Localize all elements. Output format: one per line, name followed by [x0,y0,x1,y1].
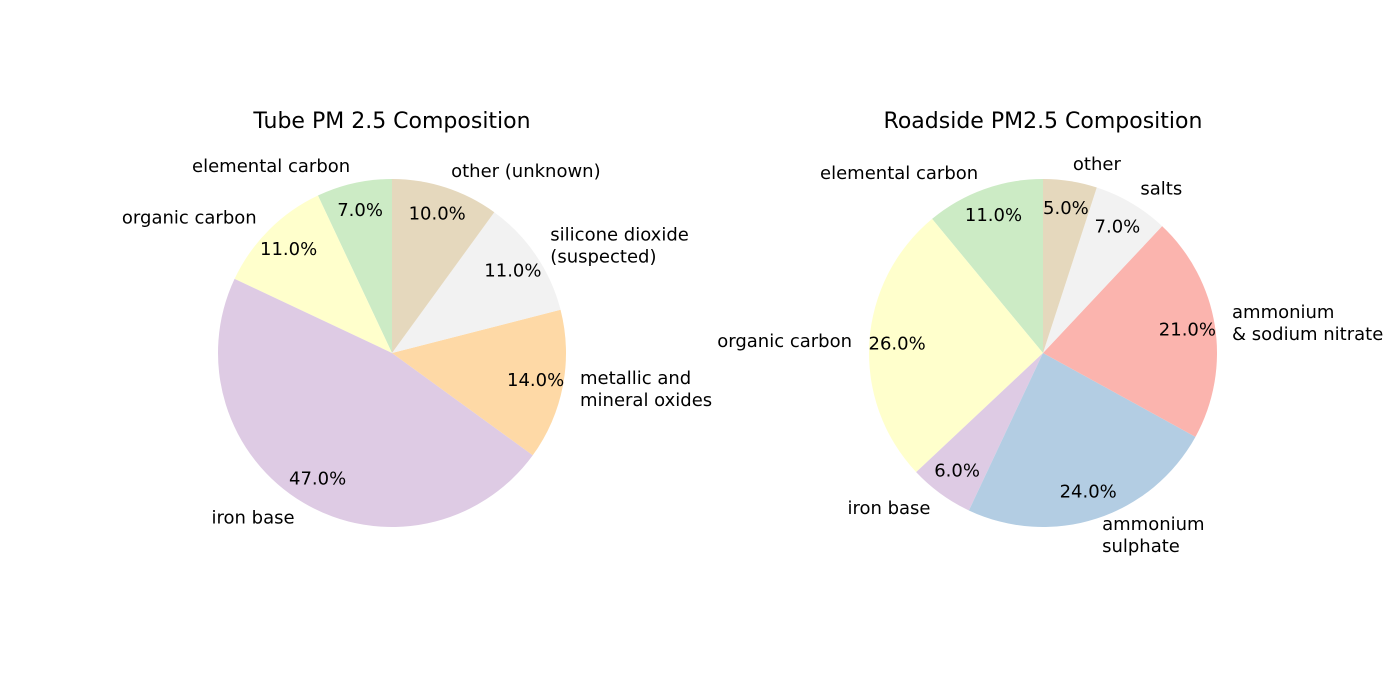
pie-slice [1043,187,1163,353]
pie-percent-label: 21.0% [1159,320,1216,341]
pie-percent-label: 24.0% [1060,482,1117,503]
pie-category-label: ammonium & sodium nitrate [1232,302,1383,345]
pie-slice [968,353,1196,528]
pie-chart-roadside: Roadside PM2.5 Composition 11.0% elementa… [717,109,1383,557]
pie-category-label: ammonium sulphate [1102,514,1204,557]
pie-percent-label: 11.0% [965,205,1022,226]
pie-slice [916,353,1043,511]
pie-category-label: elemental carbon [820,163,978,184]
pie-slice [392,212,561,353]
pie-slice [1043,226,1218,437]
pie-slice [234,195,392,353]
pie-percent-label: 47.0% [289,468,346,489]
pie-slice [217,278,533,527]
pie-percent-label: 5.0% [1043,198,1089,219]
pie-category-label: salts [1140,178,1182,199]
chart-title-tube: Tube PM 2.5 Composition [252,109,530,134]
pie-category-label: organic carbon [122,208,257,229]
pie-slice [392,309,566,456]
pie-category-label: organic carbon [717,331,852,352]
pie-category-label: iron base [847,498,930,519]
pie-category-label: iron base [212,508,295,529]
pie-category-label: silicone dioxide (suspected) [550,224,689,267]
pie-slice [869,218,1043,473]
pie-slice [932,179,1043,353]
pie-percent-label: 11.0% [260,239,317,260]
pie-category-label: other (unknown) [451,161,601,182]
pie-category-label: metallic and mineral oxides [580,368,712,411]
pie-percent-label: 7.0% [1095,217,1141,238]
pie-percent-label: 11.0% [484,260,541,281]
pie-slice [1043,179,1097,353]
chart-title-roadside: Roadside PM2.5 Composition [884,109,1203,134]
pie-slice [317,178,392,353]
pie-percent-label: 6.0% [934,461,980,482]
pie-category-label: other [1073,154,1122,175]
pie-percent-label: 14.0% [507,370,564,391]
pie-percent-label: 7.0% [337,200,383,221]
pie-percent-label: 26.0% [869,333,926,354]
pie-category-label: elemental carbon [192,156,350,177]
pie-percent-label: 10.0% [409,204,466,225]
pie-slice [392,179,495,353]
pie-chart-tube: Tube PM 2.5 Composition 7.0% elemental ca… [122,109,712,529]
